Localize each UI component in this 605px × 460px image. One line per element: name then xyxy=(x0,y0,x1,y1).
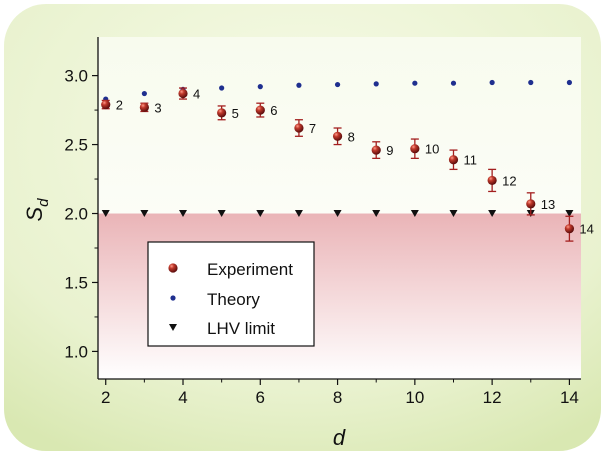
theory-point xyxy=(450,80,457,86)
lhv-limit-point xyxy=(256,210,265,218)
legend-marker-theory xyxy=(170,295,176,301)
x-tick-label: 6 xyxy=(256,388,265,407)
experiment-point-label: 14 xyxy=(579,222,593,237)
x-tick-label: 14 xyxy=(560,388,579,407)
experiment-point-label: 2 xyxy=(116,98,123,113)
lhv-limit-point xyxy=(372,210,381,218)
theory-point xyxy=(219,85,225,91)
experiment-point-label: 3 xyxy=(154,100,161,115)
experiment-point xyxy=(294,123,304,133)
experiment-point xyxy=(217,108,227,118)
point-labels: 2 3 4 5 6 7 8 9 10 11 12 13 14 xyxy=(116,87,594,237)
theory-point xyxy=(373,81,379,87)
experiment-point xyxy=(448,155,459,165)
experiment-point xyxy=(564,224,575,234)
experiment-point-label: 13 xyxy=(541,197,555,212)
legend-marker-experiment xyxy=(168,263,178,273)
experiment-point xyxy=(255,105,265,115)
experiment-point-label: 11 xyxy=(463,153,477,168)
legend-marker-lhv xyxy=(169,324,177,331)
experiment-point-label: 12 xyxy=(502,173,516,188)
experiment-point xyxy=(139,102,149,112)
experiment-point xyxy=(526,199,536,209)
lhv-limit-point xyxy=(217,210,226,218)
experiment-point xyxy=(487,175,497,186)
lhv-limit-point xyxy=(333,210,342,218)
theory-point xyxy=(566,79,573,86)
y-axis-label-subscript: d xyxy=(35,198,52,207)
y-tick-label: 1.5 xyxy=(64,273,88,292)
experiment-point-label: 4 xyxy=(193,87,200,102)
theory-point xyxy=(489,79,495,86)
lhv-limit-point xyxy=(179,210,188,218)
experiment-point xyxy=(178,88,188,99)
legend-label-lhv: LHV limit xyxy=(207,319,275,338)
data-marks xyxy=(101,79,575,242)
theory-point xyxy=(334,81,341,88)
lhv-limit-point xyxy=(140,210,149,218)
x-tick-label: 4 xyxy=(178,388,187,407)
experiment-point xyxy=(371,145,381,155)
lhv-limit-point xyxy=(294,210,303,218)
lhv-limit-point xyxy=(488,210,497,218)
y-axis-label: Sd xyxy=(22,198,52,222)
theory-point xyxy=(257,84,263,90)
y-tick-label: 2.0 xyxy=(64,205,88,224)
y-tick-label: 3.0 xyxy=(64,67,88,86)
experiment-point-label: 6 xyxy=(270,103,277,118)
y-tick-label: 2.5 xyxy=(64,136,88,155)
experiment-point-label: 7 xyxy=(309,121,316,136)
x-axis-label: d xyxy=(333,425,346,450)
experiment-point-label: 8 xyxy=(348,129,355,144)
experiment-point xyxy=(410,144,420,154)
x-tick-label: 8 xyxy=(333,388,342,407)
legend-box xyxy=(147,241,315,347)
lhv-limit-point xyxy=(565,210,574,218)
y-tick-label: 1.0 xyxy=(64,342,88,361)
experiment-point xyxy=(101,99,111,110)
x-tick-label: 12 xyxy=(483,388,502,407)
experiment-point-label: 10 xyxy=(425,142,439,157)
lhv-limit-point xyxy=(449,210,458,218)
experiment-point-label: 9 xyxy=(386,143,393,158)
legend: Experiment Theory LHV limit xyxy=(147,241,315,347)
x-tick-label: 2 xyxy=(101,388,110,407)
legend-markers xyxy=(168,263,178,331)
legend-label-experiment: Experiment xyxy=(207,260,293,279)
svg-text:Sd: Sd xyxy=(22,198,52,222)
theory-point xyxy=(296,82,302,88)
axes: 2 4 6 8 10 12 14 1.0 1.5 2.0 2.5 3.0 xyxy=(64,37,581,407)
theory-point xyxy=(412,80,418,86)
theory-point xyxy=(528,79,534,86)
legend-label-theory: Theory xyxy=(207,290,260,309)
lhv-limit-point xyxy=(101,210,110,218)
theory-point xyxy=(141,90,147,97)
experiment-point-label: 5 xyxy=(232,106,239,121)
experiment-point xyxy=(332,131,343,141)
x-tick-label: 10 xyxy=(405,388,424,407)
lhv-limit-point xyxy=(410,210,419,218)
y-axis-label-main: S xyxy=(22,207,47,222)
